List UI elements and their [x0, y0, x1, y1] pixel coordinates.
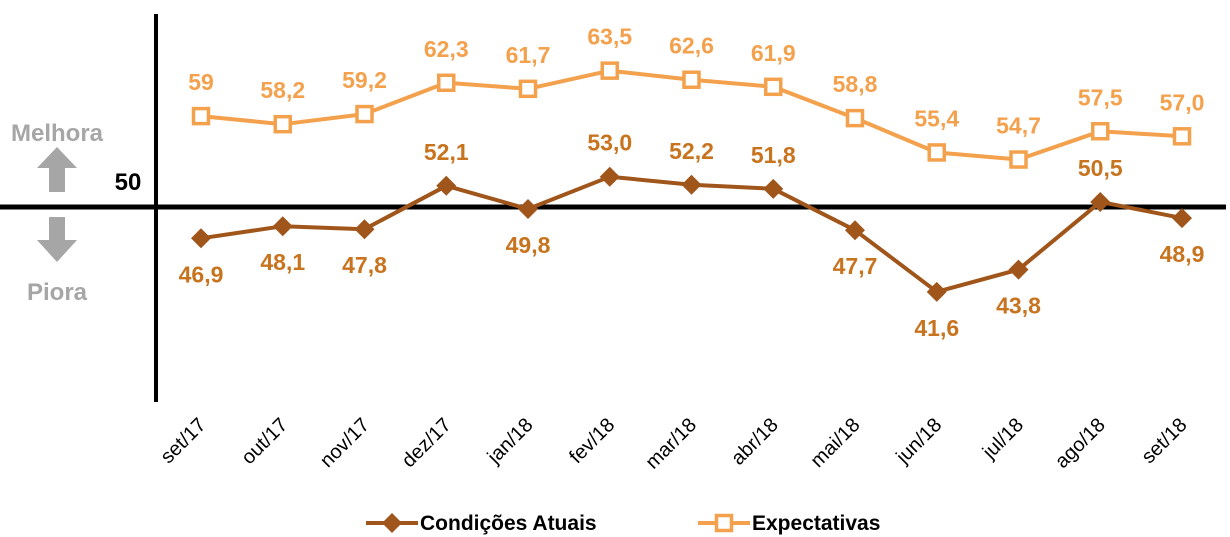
x-tick-label: jan/18 — [483, 414, 538, 469]
melhora-label: Melhora — [11, 120, 104, 147]
point-1-8 — [845, 108, 865, 128]
point-1-5 — [600, 61, 619, 80]
point-1-9 — [927, 143, 946, 162]
data-label-1-0: 59 — [188, 69, 214, 95]
legend-marker-1 — [714, 513, 734, 533]
point-1-4 — [518, 79, 538, 99]
x-tick-label: out/17 — [237, 414, 292, 469]
data-label-1-10: 54,7 — [996, 113, 1041, 139]
data-label-0-5: 53,0 — [587, 130, 632, 156]
data-label-0-3: 52,1 — [424, 139, 469, 165]
data-label-0-4: 49,8 — [506, 232, 551, 258]
data-label-0-7: 51,8 — [751, 142, 796, 168]
data-label-0-9: 41,6 — [914, 315, 959, 341]
point-1-0 — [191, 106, 211, 126]
side-annotations: 50 Melhora Piora — [11, 120, 141, 306]
x-tick-label: set/18 — [1137, 414, 1191, 468]
arrow-up-icon — [37, 147, 77, 192]
data-label-0-11: 50,5 — [1078, 155, 1123, 181]
point-0-5 — [599, 166, 620, 187]
data-label-1-9: 55,4 — [914, 105, 959, 131]
series-layer — [191, 61, 1192, 302]
legend-label-0: Condições Atuais — [420, 512, 597, 535]
data-label-1-5: 63,5 — [587, 24, 632, 50]
point-0-3 — [436, 175, 457, 196]
data-label-1-4: 61,7 — [506, 42, 551, 68]
point-0-0 — [191, 228, 211, 249]
point-1-10 — [1009, 150, 1028, 169]
x-tick-label: nov/17 — [316, 414, 374, 472]
point-0-1 — [272, 216, 293, 237]
data-label-0-8: 47,7 — [833, 253, 878, 279]
point-0-8 — [845, 220, 865, 241]
x-tick-label: fev/18 — [565, 414, 619, 468]
legend: Condições Atuais Expectativas — [366, 512, 880, 535]
point-0-9 — [926, 281, 947, 302]
data-label-0-1: 48,1 — [260, 249, 305, 275]
data-label-1-7: 61,9 — [751, 40, 796, 66]
point-0-4 — [518, 199, 538, 220]
data-label-1-8: 58,8 — [833, 71, 878, 97]
data-label-1-12: 57,0 — [1160, 89, 1205, 115]
point-1-2 — [355, 104, 374, 124]
data-label-0-0: 46,9 — [179, 261, 224, 287]
point-0-2 — [354, 219, 375, 240]
x-tick-label: dez/17 — [398, 414, 456, 472]
data-labels-layer: 59 58,2 59,2 62,3 61,7 63,5 62,6 61,9 58,8 55,4 54… — [179, 24, 1205, 341]
x-tick-label: set/17 — [156, 414, 210, 468]
legend-marker-0 — [382, 513, 402, 533]
axes-layer — [0, 14, 1226, 402]
point-0-6 — [681, 174, 702, 195]
point-1-3 — [437, 73, 456, 93]
point-0-7 — [763, 178, 784, 199]
x-tick-label: ago/18 — [1051, 414, 1110, 473]
point-1-1 — [273, 114, 292, 134]
x-tick-label: abr/18 — [727, 414, 783, 470]
point-0-12 — [1172, 208, 1192, 229]
data-label-1-11: 57,5 — [1078, 84, 1123, 110]
x-tick-label: mai/18 — [807, 414, 865, 472]
point-1-11 — [1091, 122, 1110, 141]
x-tick-label: mar/18 — [641, 414, 701, 474]
x-tick-labels: set/17 out/17 nov/17 dez/17 jan/18 fev/18 mar/… — [156, 414, 1191, 474]
series-0 — [191, 166, 1192, 302]
arrow-down-icon — [37, 217, 77, 262]
x-tick-label: jul/18 — [978, 414, 1028, 464]
point-0-10 — [1008, 259, 1029, 280]
data-label-0-10: 43,8 — [996, 293, 1041, 319]
data-label-1-2: 59,2 — [342, 67, 387, 93]
point-1-7 — [764, 77, 783, 97]
x-tick-label: jun/18 — [891, 414, 946, 469]
data-label-1-1: 58,2 — [260, 77, 305, 103]
series-1 — [191, 61, 1192, 169]
data-label-0-12: 48,9 — [1160, 241, 1205, 267]
legend-label-1: Expectativas — [752, 512, 880, 535]
piora-label: Piora — [27, 279, 88, 306]
point-0-11 — [1090, 191, 1111, 212]
data-label-1-6: 62,6 — [669, 33, 714, 59]
data-label-0-6: 52,2 — [669, 138, 714, 164]
data-label-0-2: 47,8 — [342, 252, 387, 278]
point-1-12 — [1172, 127, 1192, 146]
point-1-6 — [682, 70, 701, 89]
reference-line-label: 50 — [115, 169, 142, 196]
data-label-1-3: 62,3 — [424, 36, 469, 62]
